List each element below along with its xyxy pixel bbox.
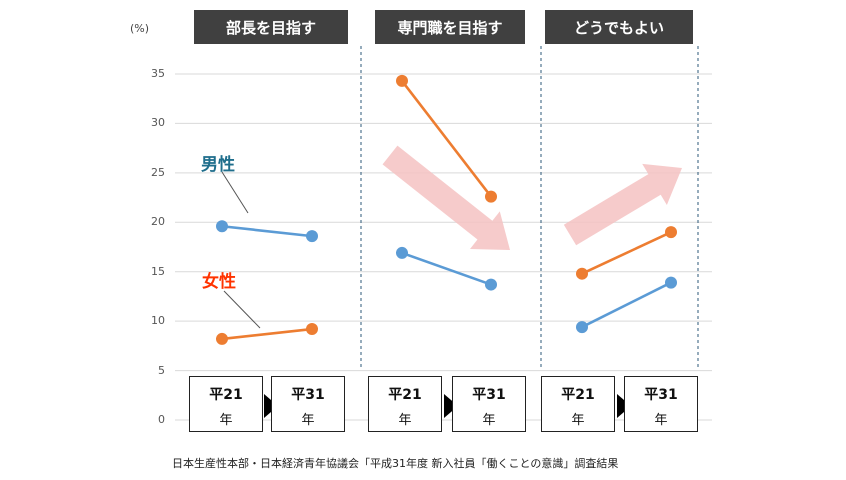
x-era-label: 平31 xyxy=(291,387,325,403)
series-line-male xyxy=(401,251,492,286)
x-year-label: 年 xyxy=(571,413,585,428)
source-note: 日本生産性本部・日本経済青年協議会「平成31年度 新入社員「働くことの意識」調査… xyxy=(172,457,619,470)
data-point-male xyxy=(576,321,588,334)
data-point-male xyxy=(306,230,318,243)
x-box-g2-b: 平31 年 xyxy=(452,376,526,432)
data-point-female xyxy=(665,226,677,239)
y-unit-label: (%) xyxy=(130,22,150,35)
legend-male: 男性 xyxy=(201,155,235,175)
x-era-label: 平21 xyxy=(561,387,595,403)
x-year-label: 年 xyxy=(482,413,496,428)
data-point-female xyxy=(216,332,228,345)
data-point-female xyxy=(396,74,408,87)
data-point-male xyxy=(396,246,408,259)
trend-arrows xyxy=(382,145,682,250)
x-box-g1-a: 平21 年 xyxy=(189,376,263,432)
series-line-female xyxy=(400,80,493,198)
data-point-female xyxy=(485,190,497,203)
group-header-1: 部長を目指す xyxy=(194,10,348,44)
trend-arrow-down xyxy=(382,145,510,250)
data-point-male xyxy=(216,220,228,233)
x-box-g3-b: 平31 年 xyxy=(624,376,698,432)
leader-lines xyxy=(221,171,261,329)
y-tick-label: 15 xyxy=(151,264,165,278)
x-era-label: 平31 xyxy=(472,387,506,403)
leader-line-male xyxy=(221,171,249,214)
x-era-label: 平31 xyxy=(644,387,678,403)
series-line-female xyxy=(581,230,672,275)
legend-female: 女性 xyxy=(202,272,236,292)
series-line-female xyxy=(221,327,313,341)
data-point-female xyxy=(306,323,318,336)
y-tick-label: 25 xyxy=(151,165,165,179)
group-header-3: どうでもよい xyxy=(545,10,693,44)
x-year-label: 年 xyxy=(219,413,233,428)
y-tick-label: 20 xyxy=(151,215,165,229)
y-tick-label: 35 xyxy=(151,67,165,80)
x-box-g2-a: 平21 年 xyxy=(368,376,442,432)
gridlines xyxy=(175,73,712,421)
y-tick-label: 10 xyxy=(151,314,165,328)
series-line-male xyxy=(221,224,313,238)
x-box-g1-b: 平31 年 xyxy=(271,376,345,432)
x-era-label: 平21 xyxy=(388,387,422,403)
y-tick-label: 30 xyxy=(151,116,165,130)
data-point-male xyxy=(665,276,677,289)
y-tick-label: 5 xyxy=(158,363,165,377)
group-header-2: 専門職を目指す xyxy=(375,10,525,44)
leader-line-female xyxy=(223,290,261,329)
x-year-label: 年 xyxy=(301,413,315,428)
x-arrow-icon xyxy=(444,394,458,418)
x-year-label: 年 xyxy=(398,413,412,428)
trend-arrow-up xyxy=(563,163,682,246)
data-point-female xyxy=(576,267,588,280)
data-point-male xyxy=(485,278,497,291)
x-era-label: 平21 xyxy=(209,387,243,403)
x-box-g3-a: 平21 年 xyxy=(541,376,615,432)
series-line-male xyxy=(581,281,672,329)
x-year-label: 年 xyxy=(654,413,668,428)
y-tick-label: 0 xyxy=(158,413,165,426)
series-lines xyxy=(216,74,677,345)
